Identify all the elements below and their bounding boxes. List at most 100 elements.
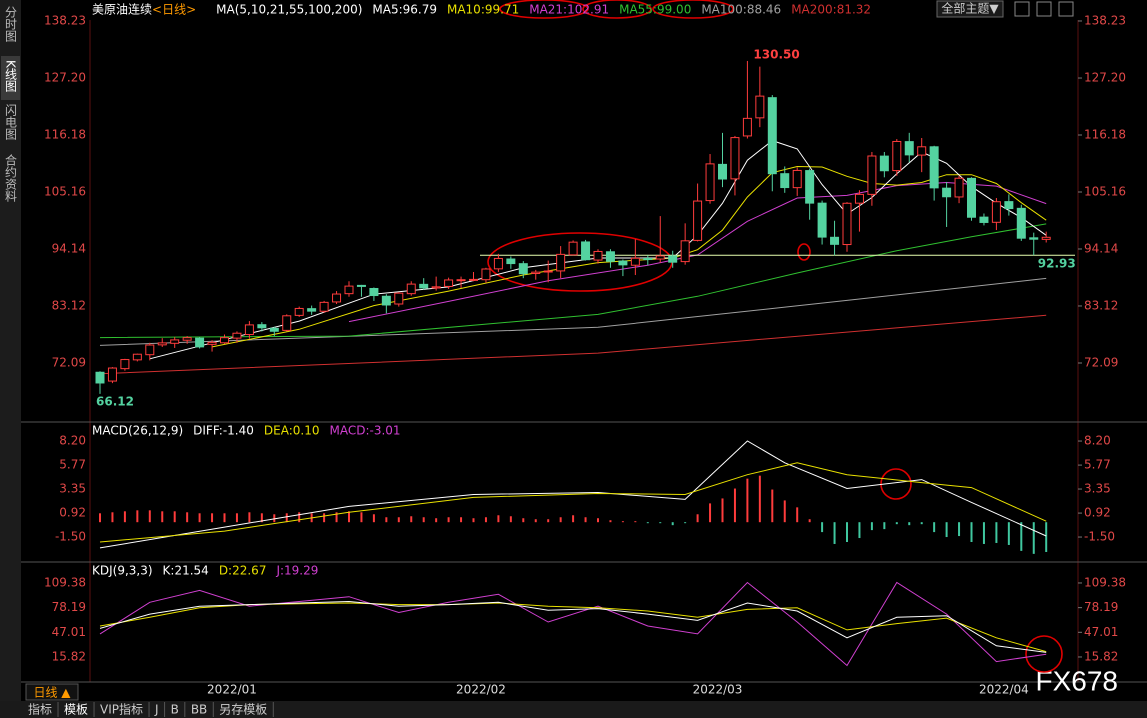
side-tab[interactable]: 合约资料 bbox=[4, 153, 18, 202]
candle-body bbox=[630, 257, 640, 266]
side-tab[interactable]: K线图 bbox=[4, 60, 18, 92]
legend-text: K:21.54 bbox=[163, 564, 209, 578]
candle-body bbox=[730, 137, 740, 180]
candle-body bbox=[817, 202, 827, 238]
legend-text: MA100:88.46 bbox=[701, 3, 781, 17]
candle-body bbox=[581, 241, 591, 261]
period-button[interactable] bbox=[25, 683, 79, 701]
candle-body bbox=[1029, 237, 1039, 240]
y-tick-label: 78.19 bbox=[52, 600, 86, 614]
window-button[interactable] bbox=[1014, 1, 1030, 17]
legend-text: DEA:0.10 bbox=[264, 424, 320, 438]
candle-body bbox=[207, 341, 217, 345]
x-tick-label: 2022/01 bbox=[207, 683, 257, 697]
y-tick-label: -1.50 bbox=[55, 530, 86, 544]
bottom-tab[interactable]: B bbox=[171, 703, 179, 717]
candle-body bbox=[307, 308, 317, 312]
candle-body bbox=[879, 155, 889, 172]
bottom-tab[interactable]: 模板 bbox=[64, 703, 88, 717]
candle-body bbox=[556, 253, 566, 272]
candle-body bbox=[319, 301, 329, 312]
candle-body bbox=[780, 173, 790, 189]
candle-body bbox=[655, 255, 665, 260]
watermark: FX678 bbox=[1036, 665, 1119, 696]
legend-text: MA10:99.71 bbox=[447, 3, 519, 17]
legend-text: MA5:96.79 bbox=[372, 3, 437, 17]
candle-body bbox=[1016, 207, 1026, 239]
y-tick-label: 127.20 bbox=[1084, 71, 1126, 85]
candle-body bbox=[394, 292, 404, 305]
indicator-line bbox=[99, 314, 1047, 375]
candle-body bbox=[531, 271, 541, 274]
candle-body bbox=[107, 367, 117, 382]
bottom-tab[interactable]: BB bbox=[191, 703, 207, 717]
indicator-line bbox=[99, 223, 1047, 339]
candle-body bbox=[568, 241, 578, 256]
legend-text: 美原油连续 bbox=[92, 2, 152, 17]
legend-text: MACD(26,12,9) bbox=[92, 424, 183, 438]
candle-body bbox=[294, 307, 304, 316]
side-tab-active bbox=[1, 56, 20, 100]
y-tick-label: -1.50 bbox=[1084, 530, 1115, 544]
candle-body bbox=[917, 146, 927, 156]
y-tick-label: 105.16 bbox=[1084, 184, 1126, 198]
candle-body bbox=[120, 359, 130, 370]
y-tick-label: 8.20 bbox=[1084, 434, 1111, 448]
bottom-tab[interactable]: 指标 bbox=[28, 702, 52, 717]
candle-body bbox=[344, 285, 354, 295]
candle-body bbox=[269, 327, 279, 332]
y-tick-label: 105.16 bbox=[44, 184, 86, 198]
highlight-ellipse bbox=[499, 0, 589, 19]
annotation: 92.93 bbox=[1038, 257, 1076, 271]
candle-body bbox=[979, 216, 989, 223]
candle-body bbox=[854, 193, 864, 204]
annotation: 130.50 bbox=[753, 47, 799, 61]
indicator-line bbox=[99, 462, 1047, 543]
y-tick-label: 3.35 bbox=[59, 482, 86, 496]
y-tick-label: 138.23 bbox=[1084, 13, 1126, 27]
x-tick-label: 2022/04 bbox=[979, 683, 1029, 697]
candle-body bbox=[518, 263, 528, 275]
candle-body bbox=[954, 177, 964, 198]
y-tick-label: 5.77 bbox=[1084, 458, 1111, 472]
candle-body bbox=[444, 279, 454, 287]
y-tick-label: 8.20 bbox=[59, 434, 86, 448]
y-tick-label: 78.19 bbox=[1084, 600, 1118, 614]
y-tick-label: 83.12 bbox=[1084, 298, 1118, 312]
legend-text: D:22.67 bbox=[219, 564, 267, 578]
side-tab[interactable]: 分时图 bbox=[4, 6, 18, 42]
y-tick-label: 127.20 bbox=[44, 71, 86, 85]
bottom-bar bbox=[0, 701, 1147, 718]
y-tick-label: 94.14 bbox=[52, 241, 86, 255]
y-tick-label: 138.23 bbox=[44, 13, 86, 27]
candle-body bbox=[693, 200, 703, 241]
legend-text: MA(5,10,21,55,100,200) bbox=[216, 3, 362, 17]
side-tab[interactable]: 闪电图 bbox=[4, 104, 18, 140]
bottom-tab[interactable]: 另存模板 bbox=[219, 703, 267, 717]
y-tick-label: 3.35 bbox=[1084, 482, 1111, 496]
y-tick-label: 72.09 bbox=[52, 356, 86, 370]
legend-text: MA55:99.00 bbox=[619, 3, 691, 17]
annotation: 66.12 bbox=[96, 394, 134, 408]
candle-body bbox=[643, 258, 653, 261]
y-tick-label: 94.14 bbox=[1084, 241, 1118, 255]
x-tick-label: 2022/02 bbox=[456, 683, 506, 697]
highlight-ellipse bbox=[652, 0, 734, 19]
y-tick-label: 0.92 bbox=[1084, 506, 1111, 520]
y-tick-label: 0.92 bbox=[59, 506, 86, 520]
bottom-tab[interactable]: J bbox=[154, 703, 159, 717]
bottom-tab[interactable]: VIP指标 bbox=[100, 702, 143, 717]
candle-body bbox=[1041, 236, 1051, 240]
theme-button[interactable] bbox=[936, 0, 1004, 18]
candle-body bbox=[244, 324, 254, 336]
bottom-tabs: 指标 模板 VIP指标 J B BB 另存模板 bbox=[28, 702, 274, 717]
y-tick-label: 109.38 bbox=[1084, 575, 1126, 589]
window-button[interactable] bbox=[1058, 1, 1074, 17]
candle-body bbox=[867, 155, 877, 195]
indicator-line bbox=[99, 581, 1047, 667]
candle-body bbox=[929, 146, 939, 189]
candle-body bbox=[805, 170, 815, 204]
candle-body bbox=[967, 177, 976, 218]
window-button[interactable] bbox=[1036, 1, 1052, 17]
